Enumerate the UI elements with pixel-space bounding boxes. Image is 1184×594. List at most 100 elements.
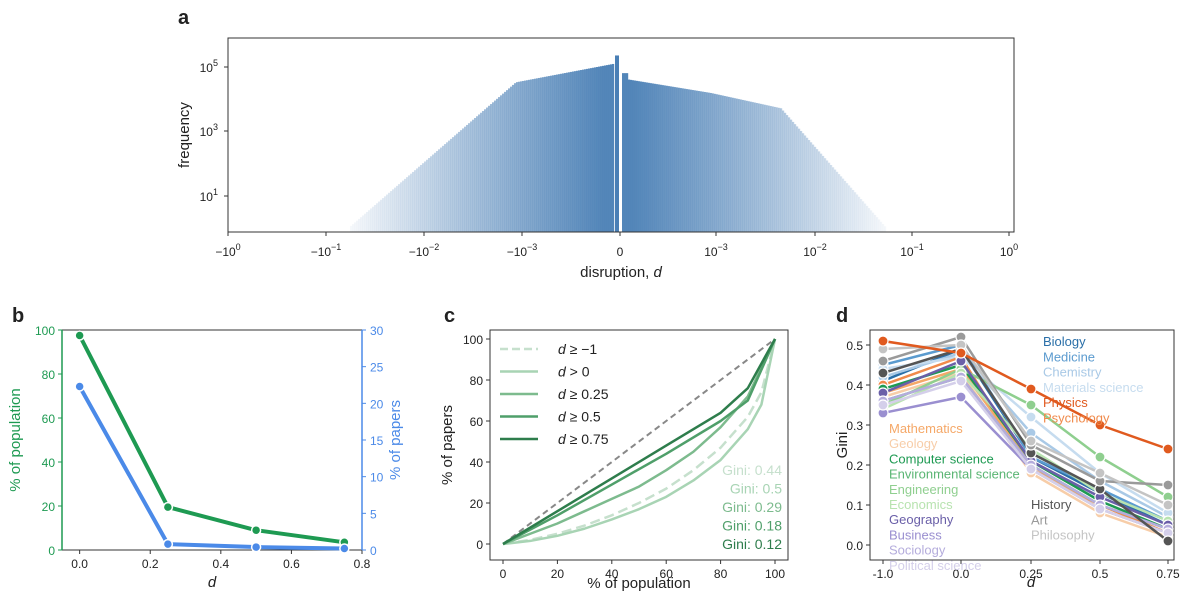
histogram-bar (378, 201, 381, 232)
x-tick-label: 10−3 (704, 242, 728, 259)
histogram-bar (712, 93, 715, 232)
panel-d-gini-chart: -1.0 0.0 0.25 0.5 0.75 0.0 0.1 0.2 0.3 0.4 0.5 Biol… (834, 329, 1180, 591)
histogram-bar (694, 90, 697, 233)
histogram-bar (466, 124, 469, 232)
histogram-bar (434, 152, 437, 232)
y-tick-label: 0 (476, 538, 483, 552)
histogram-bar (876, 217, 879, 232)
histogram-bar (692, 90, 695, 233)
histogram-bar (356, 220, 359, 232)
histogram-bar (734, 98, 737, 233)
histogram-bar (870, 210, 873, 232)
gini-series-point (1025, 411, 1037, 423)
y-tick-label: 40 (470, 456, 484, 470)
histogram-bar (570, 71, 573, 232)
x-axis-label: d (1027, 574, 1036, 591)
histogram-bar (752, 102, 755, 233)
histogram-bar (688, 89, 691, 232)
panel-c-lorenz-chart: 0 20 40 60 80 100 0 20 40 60 80 100 d ≥ −1 d > 0 d ≥ 0… (439, 329, 789, 592)
histogram-bar (454, 135, 457, 232)
histogram-bar (438, 149, 441, 232)
series-line-left (77, 334, 345, 545)
histogram-bar (670, 86, 673, 233)
histogram-bar (698, 91, 701, 232)
histogram-bar (360, 217, 363, 232)
histogram-bar (770, 106, 773, 232)
y-axis-label: Gini (834, 432, 851, 459)
y-tick-label: 60 (470, 415, 484, 429)
histogram-bar (368, 210, 371, 232)
gini-label: Gini: 0.18 (722, 518, 782, 534)
histogram-bar (500, 95, 503, 232)
histogram-bar (658, 84, 661, 232)
histogram-bar (440, 147, 443, 232)
histogram-bar (596, 66, 599, 232)
x-tick-label: 0.2 (142, 557, 159, 571)
histogram-bar (630, 79, 633, 232)
histogram-bar (550, 75, 553, 233)
histogram-bar (784, 112, 787, 232)
histogram-bar (480, 112, 483, 232)
histogram-bar (598, 66, 601, 233)
histogram-bar (416, 168, 419, 232)
gini-series-point (1162, 535, 1174, 547)
legend-label: Medicine (1043, 349, 1095, 364)
histogram-bar (704, 92, 707, 232)
histogram-bar (718, 94, 721, 232)
series-point-right (250, 541, 262, 553)
series-point-left (250, 524, 262, 536)
histogram-bar (420, 164, 423, 232)
histogram-bar (758, 103, 761, 232)
histogram-bar (866, 205, 869, 232)
x-tick-label: 0.4 (212, 557, 229, 571)
histogram-bar (490, 104, 493, 232)
legend-label: Political science (889, 558, 982, 573)
histogram-bar (612, 63, 615, 232)
histogram-bar (552, 75, 555, 232)
y-left-axis-label: % of population (7, 388, 24, 491)
gini-label: Gini: 0.5 (730, 481, 782, 497)
x-tick-label: 40 (605, 567, 619, 581)
histogram-bar (600, 66, 603, 232)
panel-b-line-chart: 0.0 0.2 0.4 0.6 0.8020406080100051015202530d… (7, 324, 404, 591)
y-right-tick-label: 15 (370, 434, 384, 448)
histogram-bar (808, 140, 811, 232)
histogram-bar (534, 78, 537, 232)
histogram-bar (364, 213, 367, 232)
histogram-bar (802, 133, 805, 232)
x-tick-label: 0 (500, 567, 507, 581)
lorenz-curve (502, 338, 777, 546)
histogram-bar (822, 155, 825, 232)
x-tick-label: 10−1 (900, 242, 924, 259)
histogram-bar (554, 74, 557, 232)
histogram-bar (428, 158, 431, 232)
histogram-bar (350, 225, 353, 232)
histogram-bar (728, 96, 731, 232)
histogram-bar (408, 175, 411, 232)
histogram-bar (574, 71, 577, 233)
x-tick-label: 20 (551, 567, 565, 581)
lorenz-curve (502, 338, 777, 546)
series-point-left (74, 330, 85, 341)
histogram-bar (456, 133, 459, 232)
histogram-bar (358, 218, 361, 232)
histogram-bar (858, 196, 861, 232)
y-tick-label: 0.2 (846, 459, 863, 473)
histogram-bar (884, 226, 887, 232)
gini-series-point (955, 391, 967, 403)
histogram-bar (362, 215, 365, 232)
histogram-bar (608, 64, 611, 232)
histogram-bar (696, 90, 699, 232)
histogram-bar (826, 160, 829, 232)
histogram-bar (584, 69, 587, 232)
y-tick-label: 0.3 (846, 419, 863, 433)
legend-label: Geography (889, 512, 954, 527)
x-tick-label: 100 (1000, 242, 1018, 259)
histogram-bar (638, 81, 641, 232)
legend-label: d > 0 (558, 364, 590, 380)
histogram-bar (736, 98, 739, 232)
histogram-bar (664, 85, 667, 232)
x-tick-label: 0 (617, 245, 624, 259)
x-axis-label: disruption, d (580, 264, 662, 281)
